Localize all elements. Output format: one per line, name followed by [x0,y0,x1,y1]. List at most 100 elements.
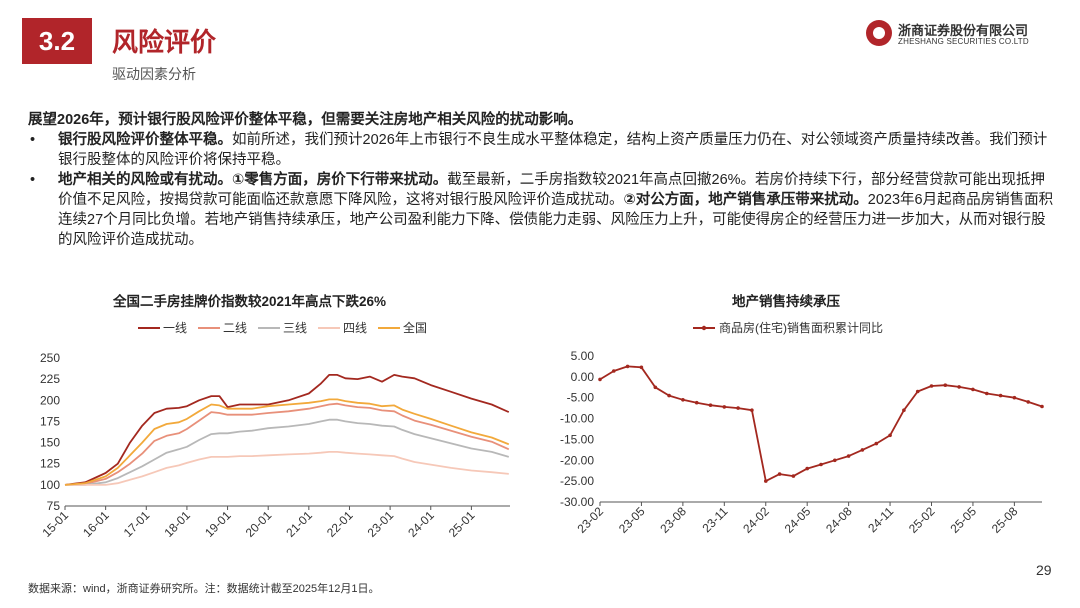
bullet-bank-risk-heading: 银行股风险评价整体平稳。 [58,132,232,148]
data-point-22 [902,408,906,412]
x-tick-label-0: 15-01 [40,508,72,540]
x-tick-label-8: 23-01 [365,508,397,540]
x-tick-label-3: 18-01 [161,508,193,540]
x-tick-label-5: 20-01 [243,508,275,540]
lead-paragraph: 展望2026年，预计银行股风险评价整体平稳，但需要关注房地产相关风险的扰动影响。 [28,112,583,128]
section-number-badge: 3.2 [22,18,92,64]
x-tick-label-6: 24-08 [823,504,855,536]
legend-label-4: 全国 [403,320,427,335]
y-tick-label-5: -20.00 [560,453,594,467]
bullet-property-risk-text-2: 2023年6月起商品房销售面积连续27个月同比负增。若地产销售持续承压，地产公司… [58,192,1054,248]
legend-label-0: 一线 [163,321,187,335]
bullet-property-risk: 地产相关的风险或有扰动。①零售方面，房价下行带来扰动。截至最新，二手房指数较20… [28,170,1058,250]
data-point-21 [888,433,892,438]
legend-marker-0 [701,325,707,331]
data-point-3 [639,365,644,370]
data-point-12 [764,479,768,483]
page-number: 29 [1036,562,1052,578]
body-text: 展望2026年，预计银行股风险评价整体平稳，但需要关注房地产相关风险的扰动影响。… [28,110,1058,250]
x-tick-label-1: 23-05 [616,504,648,536]
section-title: 风险评价 [112,27,217,57]
data-point-17 [833,458,837,463]
x-tick-label-10: 25-08 [989,504,1021,536]
data-point-24 [929,384,934,388]
legend-label-0: 商品房(住宅)销售面积累计同比 [719,320,883,335]
data-point-32 [1040,404,1044,409]
chart1-house-price-index: 一线 二线 三线 四线 全国 75 100 125 150 175 200 225 250 15-01 16… [40,320,510,540]
data-point-16 [819,462,823,467]
bullet-property-risk-heading: 地产相关的风险或有扰动。①零售方面，房价下行带来扰动。 [58,172,448,188]
data-point-0 [598,377,602,382]
data-point-2 [625,364,630,369]
series-line-2 [65,418,510,486]
legend-label-2: 三线 [283,321,307,335]
y-tick-label-1: 0.00 [571,370,595,384]
chart2-property-sales: 商品房(住宅)销售面积累计同比 5.00 0.00 -5.00 -10.00 -15.00… [560,320,1044,536]
data-point-11 [750,408,754,412]
data-point-6 [681,398,685,402]
data-point-19 [860,448,865,452]
x-tick-label-7: 24-11 [865,504,896,535]
data-point-23 [915,389,920,394]
data-point-31 [1026,400,1030,404]
company-logo: 浙商证券股份有限公司 ZHESHANG SECURITIES CO.LTD [866,20,1056,52]
series-line-1 [64,402,510,486]
bullet-property-risk-text-1: 截至最新，二手房指数较2021年高点回撤26%。若房价持续下行，部分经营贷款可能… [58,172,1046,208]
y-tick-label-4: 175 [40,414,60,428]
section-subtitle: 驱动因素分析 [112,66,196,82]
y-tick-label-0: 5.00 [571,349,595,363]
y-tick-label-2: -5.00 [567,391,595,405]
bullet-bank-risk: 银行股风险评价整体平稳。如前所述，我们预计2026年上市银行不良生成水平整体稳定… [28,130,1058,170]
y-tick-label-5: 200 [40,393,60,407]
x-tick-label-6: 21-01 [283,508,315,540]
data-point-18 [846,454,851,458]
data-point-4 [653,385,658,390]
data-point-30 [1012,395,1017,400]
x-tick-label-3: 23-11 [699,504,730,535]
data-point-8 [708,403,713,407]
bullet-bank-risk-text: 如前所述，我们预计2026年上市银行不良生成水平整体稳定，结构上资产质量压力仍在… [58,132,1048,168]
y-tick-label-3: -10.00 [560,412,594,426]
y-tick-label-0: 75 [47,499,61,513]
data-point-27 [971,387,975,392]
series-line-3 [65,450,509,486]
data-point-15 [805,466,809,471]
y-tick-label-1: 100 [40,478,60,492]
y-tick-label-7: -30.00 [560,495,594,509]
data-point-29 [998,393,1003,398]
data-point-1 [612,369,616,373]
data-point-25 [943,383,948,387]
x-tick-label-2: 23-08 [657,504,689,536]
data-point-9 [722,405,727,409]
chart1-title: 全国二手房挂牌价指数较2021年高点下跌26% [113,294,387,309]
y-tick-label-2: 125 [40,457,60,471]
x-tick-label-1: 16-01 [80,508,112,540]
logo-english-name: ZHESHANG SECURITIES CO.LTD [898,37,1029,46]
legend-label-3: 四线 [343,321,367,335]
x-tick-label-9: 24-01 [405,508,437,540]
x-tick-label-9: 25-05 [947,504,979,536]
legend-label-1: 二线 [223,321,247,335]
data-point-28 [985,391,989,396]
y-tick-label-7: 250 [40,351,60,365]
chart2-title: 地产销售持续承压 [732,294,840,309]
data-source-footnote: 数据来源：wind，浙商证券研究所。注：数据统计截至2025年12月1日。 [28,583,380,595]
data-point-5 [667,393,671,398]
data-point-7 [694,400,699,405]
series-line-4 [64,398,510,486]
logo-mark-icon [866,20,892,46]
series-line-0 [64,374,510,486]
x-tick-label-7: 22-01 [324,508,356,540]
x-tick-label-4: 24-02 [740,504,772,536]
logo-chinese-name: 浙商证券股份有限公司 [898,23,1029,38]
x-tick-label-8: 25-02 [906,504,938,536]
data-point-10 [736,406,740,410]
x-tick-label-10: 25-01 [446,508,478,540]
y-tick-label-6: -25.00 [560,474,594,488]
data-point-26 [957,385,961,389]
data-point-13 [777,472,782,476]
y-tick-label-4: -15.00 [560,432,594,446]
y-tick-label-6: 225 [40,372,60,386]
bullet-property-risk-heading-2: ②对公方面，地产销售承压带来扰动。 [623,192,868,208]
data-point-20 [874,441,879,446]
